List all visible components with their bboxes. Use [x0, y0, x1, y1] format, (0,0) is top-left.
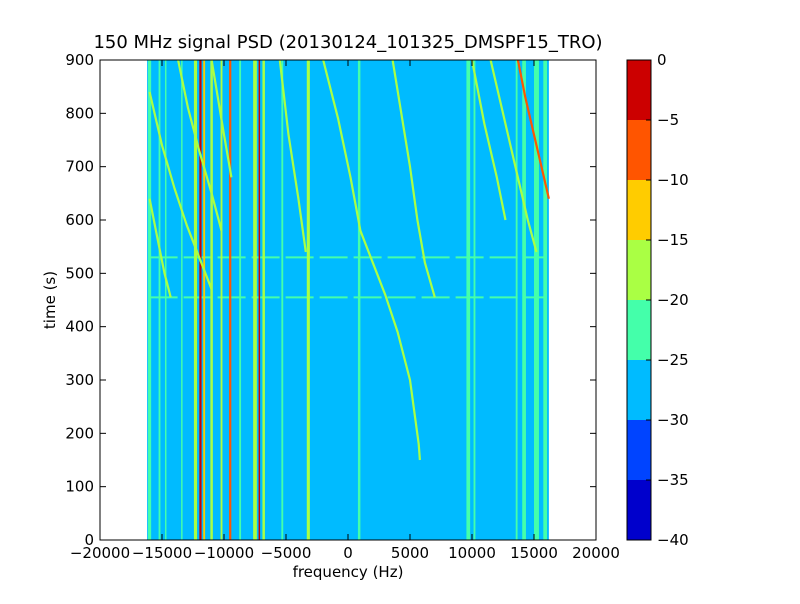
- signal-line: [357, 60, 361, 540]
- signal-line: [253, 60, 257, 540]
- y-tick-label: 400: [65, 318, 94, 336]
- doppler-track: [210, 60, 233, 178]
- signal-line: [473, 60, 476, 540]
- signal-line: [158, 60, 161, 540]
- x-tick-label: −10000: [194, 544, 254, 562]
- colorbar-tick-label: 0: [657, 51, 667, 69]
- y-tick-label: 0: [84, 531, 94, 549]
- y-tick-label: 200: [65, 424, 94, 442]
- colorbar-segment: [627, 420, 651, 480]
- doppler-track: [470, 60, 507, 221]
- y-tick-label: 900: [65, 51, 94, 69]
- x-axis: −20000 −15000 −10000 −5000 0 5000 10000 15000 20…: [70, 60, 620, 562]
- x-tick-label: 15000: [510, 544, 558, 562]
- signal-line: [193, 60, 198, 540]
- spectrogram-heatmap: [147, 60, 550, 540]
- y-tick-label: 700: [65, 158, 94, 176]
- signal-line: [203, 60, 206, 540]
- signal-line: [522, 60, 526, 540]
- y-tick-label: 600: [65, 211, 94, 229]
- chart-title: 150 MHz signal PSD (20130124_101325_DMSP…: [93, 32, 602, 53]
- doppler-track: [322, 60, 421, 461]
- colorbar-tick-label: −5: [657, 111, 679, 129]
- colorbar-tick-label: −25: [657, 351, 689, 369]
- doppler-track: [489, 60, 538, 253]
- colorbar-segment: [627, 180, 651, 240]
- colorbar-tick-label: −35: [657, 471, 689, 489]
- colorbar-segment: [627, 60, 651, 120]
- colorbar-tick-label: −30: [657, 411, 689, 429]
- x-tick-label: 5000: [391, 544, 429, 562]
- signal-line: [164, 60, 167, 540]
- x-tick-label: 10000: [448, 544, 496, 562]
- signal-line: [181, 60, 183, 540]
- colorbar-tick-label: −20: [657, 291, 689, 309]
- signal-line: [281, 60, 284, 540]
- signal-line: [148, 60, 152, 540]
- signal-line: [239, 60, 242, 540]
- doppler-track: [177, 60, 223, 231]
- spectrogram-background: [147, 60, 549, 540]
- signal-line: [199, 60, 202, 540]
- signal-line: [466, 60, 471, 540]
- colorbar-segment: [627, 480, 651, 540]
- signal-line: [543, 60, 548, 540]
- colorbar-segment: [627, 120, 651, 180]
- colorbar: −40 −35 −30 −25 −20 −15 −10 −5 0: [626, 51, 689, 549]
- plot-area: [99, 59, 597, 541]
- signal-line: [229, 60, 232, 540]
- signal-line: [262, 60, 265, 540]
- colorbar-tick-label: −10: [657, 171, 689, 189]
- signal-line: [515, 60, 518, 540]
- x-tick-label: −15000: [132, 544, 192, 562]
- x-tick-label: 0: [343, 544, 353, 562]
- x-axis-label: frequency (Hz): [293, 563, 404, 581]
- colorbar-tick-label: −40: [657, 531, 689, 549]
- doppler-track: [391, 60, 436, 298]
- doppler-track: [148, 198, 172, 298]
- y-tick-label: 300: [65, 371, 94, 389]
- y-tick-label: 800: [65, 104, 94, 122]
- signal-line: [210, 60, 213, 540]
- doppler-track: [516, 60, 550, 199]
- y-axis-label: time (s): [41, 271, 59, 329]
- colorbar-segment: [627, 360, 651, 420]
- doppler-track: [148, 91, 213, 290]
- x-tick-label: −5000: [261, 544, 312, 562]
- signal-line: [306, 60, 310, 540]
- x-tick-label: −20000: [70, 544, 130, 562]
- colorbar-segment: [627, 240, 651, 300]
- y-tick-label: 100: [65, 478, 94, 496]
- colorbar-tick-label: −15: [657, 231, 689, 249]
- signal-line: [534, 60, 539, 540]
- y-tick-label: 500: [65, 264, 94, 282]
- y-axis: 0 100 200 300 400 500 600 700 800 900: [65, 51, 596, 549]
- signal-line: [258, 60, 261, 540]
- x-tick-label: 20000: [572, 544, 620, 562]
- colorbar-segment: [627, 300, 651, 360]
- signal-line: [220, 60, 223, 540]
- doppler-track: [278, 60, 307, 253]
